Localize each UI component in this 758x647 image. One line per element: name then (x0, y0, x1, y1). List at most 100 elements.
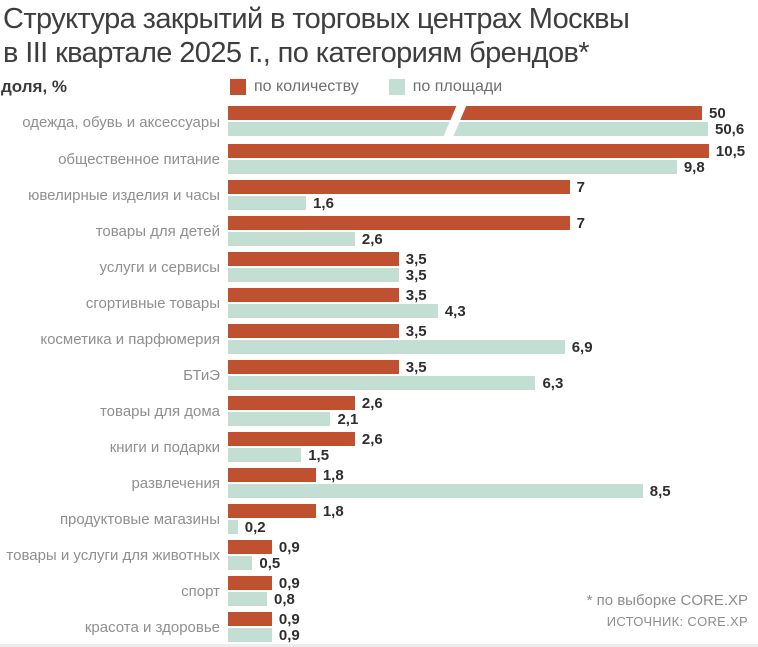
category-row: товары и услуги для животных 0,9 0,5 (0, 538, 758, 572)
value-by-area: 9,8 (683, 158, 705, 176)
value-by-quantity: 2,6 (361, 430, 383, 448)
bar-by-area (228, 122, 708, 137)
bar-group: 3,5 6,3 (228, 360, 758, 391)
value-by-quantity: 1,8 (322, 466, 344, 484)
bar-line-quantity: 1,8 (228, 466, 758, 484)
chart-title: Структура закрытий в торговых центрах Мо… (0, 0, 758, 70)
value-by-area: 0,9 (278, 626, 300, 644)
value-by-area: 0,5 (259, 554, 281, 572)
bar-line-area: 0,9 (228, 626, 758, 644)
bar-by-area (228, 448, 302, 463)
value-by-area: 4,3 (444, 302, 466, 320)
axis-unit-label: доля, % (1, 77, 68, 97)
chart-footer: * по выборке CORE.XP ИСТОЧНИК: CORE.XP (587, 590, 748, 631)
category-label: красота и здоровье (84, 619, 220, 636)
bar-by-quantity (228, 612, 272, 627)
bar-line-quantity: 10,5 (228, 142, 758, 160)
category-row: БТиЭ 3,5 6,3 (0, 360, 758, 391)
bar-line-quantity: 0,9 (228, 576, 758, 591)
category-row: сгортивные товары 3,5 4,3 (0, 286, 758, 320)
bar-group: 0,9 0,9 (228, 612, 758, 644)
bar-by-quantity (228, 144, 709, 159)
bar-line-area: 2,6 (228, 230, 758, 248)
bar-line-area: 50,6 (228, 120, 758, 138)
value-by-quantity: 0,9 (278, 538, 300, 556)
bar-line-area: 0,5 (228, 554, 758, 572)
bar-by-area (228, 520, 238, 535)
bar-line-quantity: 2,6 (228, 396, 758, 411)
bar-group: 3,5 6,9 (228, 324, 758, 355)
bar-by-quantity (228, 432, 355, 447)
bar-by-area (228, 412, 331, 427)
bar-by-area (228, 160, 677, 175)
bar-line-quantity: 1,8 (228, 502, 758, 520)
value-by-quantity: 7 (576, 214, 585, 232)
value-by-area: 2,6 (361, 230, 383, 248)
bar-by-area (228, 592, 268, 607)
category-label: одежда, обувь и аксессуары (22, 114, 220, 131)
legend-label-quantity: по количеству (254, 78, 359, 96)
bar-by-area (228, 556, 253, 571)
bar-line-area: 1,5 (228, 446, 758, 464)
bar-by-area (228, 376, 536, 391)
category-row: спорт 0,9 0,8 (0, 576, 758, 608)
bar-by-quantity (228, 540, 272, 555)
category-row: товары для детей 7 2,6 (0, 214, 758, 248)
category-row: общественное питание 10,5 9,8 (0, 142, 758, 176)
value-by-quantity: 1,8 (322, 502, 344, 520)
legend-label-area: по площади (412, 78, 503, 96)
value-by-area: 1,6 (313, 194, 334, 212)
value-by-quantity: 3,5 (405, 286, 427, 304)
bar-group: 50 50,6 (228, 101, 758, 144)
bar-line-area: 6,3 (228, 376, 758, 391)
bar-by-area (228, 304, 438, 319)
bar-by-quantity (228, 288, 399, 303)
bar-by-quantity (228, 252, 399, 267)
bar-line-quantity: 50 (228, 104, 758, 122)
bar-by-quantity (228, 180, 570, 195)
bottom-divider (0, 644, 758, 647)
category-row: косметика и парфюмерия 3,5 6,9 (0, 324, 758, 355)
category-label: БТиЭ (183, 367, 220, 384)
bar-line-area: 0,2 (228, 518, 758, 536)
category-row: товары для дома 2,6 2,1 (0, 396, 758, 428)
category-label: общественное питание (58, 151, 220, 168)
bar-by-quantity (228, 396, 355, 411)
footnote: * по выборке CORE.XP (586, 592, 748, 610)
value-by-area: 3,5 (405, 266, 427, 284)
bar-by-area (228, 268, 399, 283)
bar-line-quantity: 7 (228, 180, 758, 195)
bar-line-area: 3,5 (228, 266, 758, 284)
value-by-area: 0,8 (274, 590, 295, 608)
category-row: красота и здоровье 0,9 0,9 (0, 612, 758, 644)
bar-group: 3,5 4,3 (228, 286, 758, 320)
bar-line-area: 2,1 (228, 410, 758, 428)
bar-line-area: 4,3 (228, 302, 758, 320)
bar-by-quantity (228, 576, 272, 591)
category-label: товары для детей (95, 223, 220, 240)
value-by-quantity: 10,5 (715, 142, 746, 160)
category-row: ювелирные изделия и часы 7 1,6 (0, 180, 758, 212)
category-label: развлечения (131, 475, 220, 492)
bar-line-quantity: 3,5 (228, 286, 758, 304)
source: ИСТОЧНИК: CORE.XP (606, 613, 748, 629)
value-by-area: 0,2 (244, 518, 266, 536)
bar-group: 1,8 8,5 (228, 466, 758, 500)
bar-line-quantity: 3,5 (228, 360, 758, 375)
bar-line-quantity: 0,9 (228, 538, 758, 556)
bar-by-area (228, 340, 565, 355)
bar-by-area (228, 484, 643, 499)
value-by-area: 2,1 (337, 410, 359, 428)
bar-group: 0,9 0,5 (228, 538, 758, 572)
bar-line-area: 8,5 (228, 482, 758, 500)
value-by-area: 50,6 (715, 120, 745, 138)
category-row: услуги и сервисы 3,5 3,5 (0, 250, 758, 284)
value-by-quantity: 50 (709, 104, 726, 122)
bar-by-quantity (228, 324, 399, 339)
value-by-area: 1,5 (308, 446, 330, 464)
bar-chart: одежда, обувь и аксессуары 50 50,6 общес… (0, 101, 758, 644)
value-by-area: 8,5 (649, 482, 671, 500)
bar-line-quantity: 0,9 (228, 612, 758, 627)
category-label: косметика и парфюмерия (40, 331, 220, 348)
value-by-quantity: 3,5 (405, 250, 427, 268)
